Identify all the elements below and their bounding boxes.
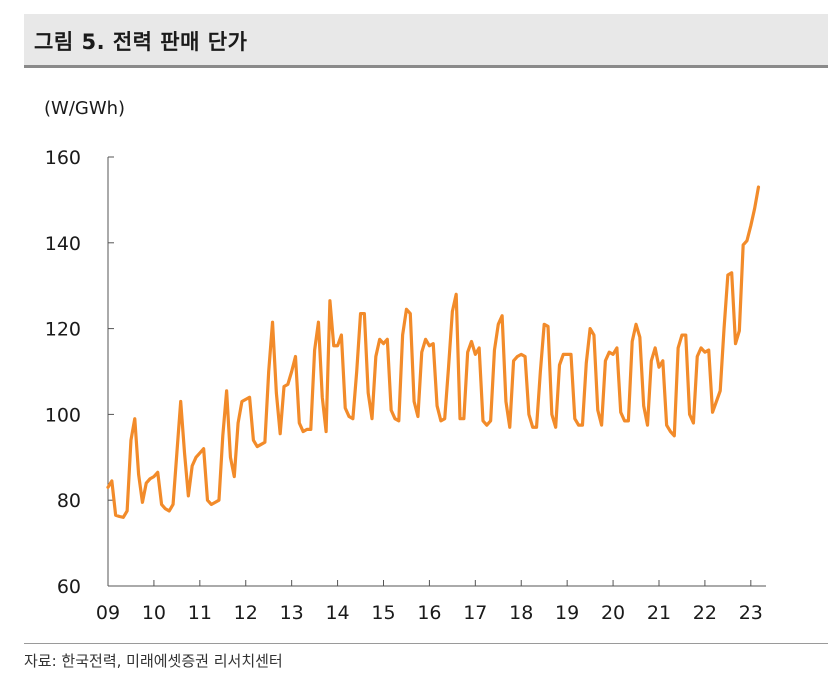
- figure-title-bar: 그림 5. 전력 판매 단가: [24, 14, 828, 68]
- x-tick-label: 11: [188, 602, 212, 624]
- y-tick-label: 100: [45, 404, 81, 426]
- y-axis-unit-label: (W/GWh): [44, 98, 126, 119]
- y-tick-label: 120: [45, 319, 81, 341]
- figure-title: 그림 5. 전력 판매 단가: [34, 30, 248, 54]
- x-tick-label: 21: [647, 602, 671, 624]
- x-tick-label: 13: [280, 602, 304, 624]
- source-divider: [24, 643, 828, 644]
- x-tick-label: 09: [96, 602, 120, 624]
- source-note: 자료: 한국전력, 미래에셋증권 리서치센터: [24, 652, 283, 670]
- x-tick-label: 19: [555, 602, 579, 624]
- y-tick-label: 160: [45, 147, 81, 169]
- x-tick-label: 10: [142, 602, 166, 624]
- x-tick-label: 15: [371, 602, 395, 624]
- x-tick-label: 20: [601, 602, 625, 624]
- line-chart: 60 80 100 120 140 160 09 10 11 12 13 14 15 16 17 18 19 20…: [45, 147, 766, 624]
- x-tick-label: 17: [463, 602, 487, 624]
- y-tick-label: 80: [57, 490, 81, 512]
- x-tick-label: 12: [234, 602, 258, 624]
- x-tick-label: 23: [739, 602, 763, 624]
- x-tick-label: 22: [693, 602, 717, 624]
- series-line: [106, 185, 761, 519]
- x-tick-label: 16: [417, 602, 441, 624]
- x-tick-label: 18: [509, 602, 533, 624]
- y-tick-label: 60: [57, 576, 81, 598]
- x-tick-label: 14: [325, 602, 349, 624]
- y-tick-label: 140: [45, 233, 81, 255]
